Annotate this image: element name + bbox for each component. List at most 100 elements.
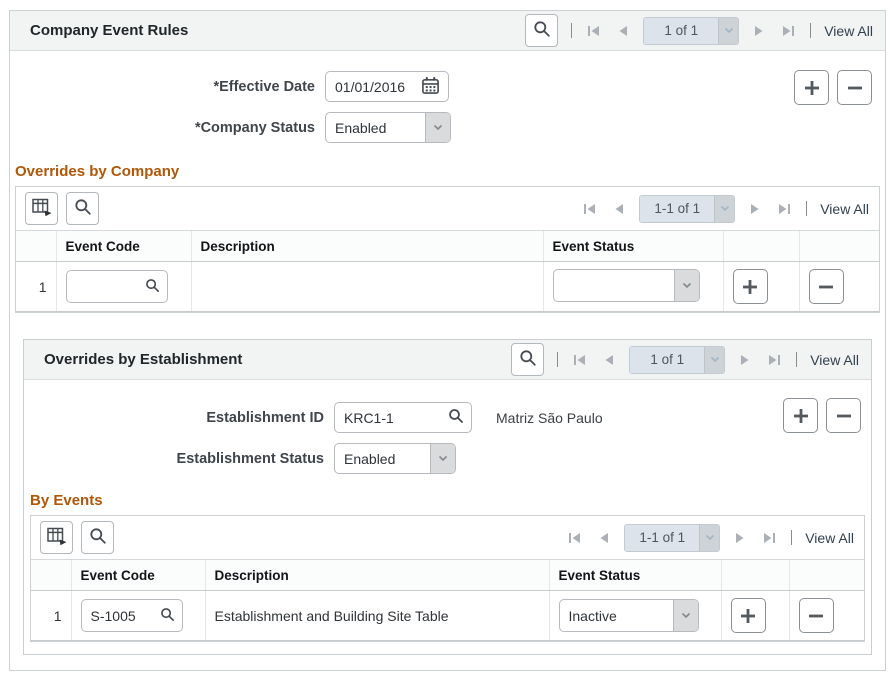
previous-page-button[interactable] xyxy=(597,530,611,546)
establishment-id-row: Establishment ID KRC1-1 Matriz São Paulo xyxy=(24,402,871,433)
establishment-id-input[interactable]: KRC1-1 xyxy=(334,402,472,433)
add-row-cell xyxy=(722,261,799,312)
add-column-header xyxy=(722,231,799,262)
add-record-button[interactable] xyxy=(794,70,829,105)
view-all-link[interactable]: View All xyxy=(805,529,854,546)
description-column-header: Description xyxy=(204,560,549,591)
previous-page-button[interactable] xyxy=(616,23,630,39)
last-page-button[interactable] xyxy=(760,530,778,546)
company-status-select[interactable]: Enabled xyxy=(325,112,451,143)
table-row: 1 S-1005 Establishment and Building Site… xyxy=(31,590,864,641)
by-events-pager: 1-1 of 1 View All xyxy=(566,523,854,552)
page-container: Company Event Rules 1 of 1 xyxy=(9,10,886,671)
search-button[interactable] xyxy=(511,343,545,376)
add-column-header xyxy=(720,560,789,591)
event-status-select[interactable]: Inactive xyxy=(558,599,699,632)
page-indicator: 1-1 of 1 xyxy=(640,195,715,222)
company-grid-page-selector[interactable]: 1-1 of 1 xyxy=(639,194,736,223)
chevron-down-icon xyxy=(718,17,739,44)
next-page-button[interactable] xyxy=(733,530,747,546)
chevron-down-icon xyxy=(704,346,725,373)
event-code-input[interactable]: S-1005 xyxy=(80,599,183,632)
first-page-button[interactable] xyxy=(585,23,603,39)
search-button[interactable] xyxy=(525,14,559,47)
first-page-button[interactable] xyxy=(581,201,599,217)
effective-date-row: *Effective Date 01/01/2016 xyxy=(10,71,885,102)
last-page-button[interactable] xyxy=(779,23,797,39)
company-fields-area: *Effective Date 01/01/2016 *Company Stat… xyxy=(10,51,885,143)
chevron-down-icon xyxy=(430,444,455,473)
grid-search-button[interactable] xyxy=(81,521,114,554)
delete-row-button[interactable] xyxy=(808,269,844,304)
establishment-status-row: Establishment Status Enabled xyxy=(24,443,871,474)
add-establishment-button[interactable] xyxy=(783,398,818,433)
top-record-pager: 1 of 1 View All xyxy=(525,14,873,47)
grid-action-menu-button[interactable] xyxy=(25,192,58,225)
pager-separator xyxy=(806,201,808,216)
lookup-icon[interactable] xyxy=(448,408,464,427)
establishment-section-title: Overrides by Establishment xyxy=(44,351,243,368)
delete-record-button[interactable] xyxy=(837,70,872,105)
delete-row-cell xyxy=(798,261,879,312)
event-code-column-header: Event Code xyxy=(55,231,191,262)
top-page-selector[interactable]: 1 of 1 xyxy=(643,16,740,45)
establishment-add-delete-group xyxy=(783,398,861,433)
event-status-cell: Inactive xyxy=(548,590,721,641)
grid-action-icon xyxy=(46,527,67,549)
establishment-id-label: Establishment ID xyxy=(206,409,324,426)
row-number-header xyxy=(16,231,56,262)
add-row-cell xyxy=(720,590,789,641)
event-status-column-header: Event Status xyxy=(548,560,721,591)
establishment-status-label: Establishment Status xyxy=(176,450,324,467)
previous-page-button[interactable] xyxy=(612,201,626,217)
establishment-status-value: Enabled xyxy=(344,450,396,467)
effective-date-input[interactable]: 01/01/2016 xyxy=(325,71,449,102)
event-status-select[interactable] xyxy=(552,269,700,302)
grid-toolbar-buttons xyxy=(25,192,99,225)
establishment-pager: 1 of 1 View All xyxy=(511,343,859,376)
company-status-row: *Company Status Enabled xyxy=(10,112,885,143)
establishment-id-value: KRC1-1 xyxy=(344,409,394,426)
add-row-button[interactable] xyxy=(730,598,766,633)
by-events-page-selector[interactable]: 1-1 of 1 xyxy=(624,523,721,552)
company-status-label: *Company Status xyxy=(194,119,315,136)
delete-establishment-button[interactable] xyxy=(826,398,861,433)
establishment-section: Overrides by Establishment 1 of 1 xyxy=(23,339,872,655)
grid-action-menu-button[interactable] xyxy=(40,521,73,554)
company-grid-pager: 1-1 of 1 View All xyxy=(581,194,869,223)
establishment-page-selector[interactable]: 1 of 1 xyxy=(629,345,726,374)
calendar-icon[interactable] xyxy=(421,76,440,98)
effective-date-label: *Effective Date xyxy=(213,78,315,95)
first-page-button[interactable] xyxy=(571,352,589,368)
delete-row-button[interactable] xyxy=(798,598,834,633)
first-page-button[interactable] xyxy=(566,530,584,546)
last-page-button[interactable] xyxy=(775,201,793,217)
by-events-toolbar: 1-1 of 1 View All xyxy=(31,516,864,560)
last-page-button[interactable] xyxy=(765,352,783,368)
view-all-link[interactable]: View All xyxy=(820,200,869,217)
event-code-cell: S-1005 xyxy=(70,590,205,641)
effective-date-value: 01/01/2016 xyxy=(335,78,406,95)
next-page-button[interactable] xyxy=(738,352,752,368)
row-number-header xyxy=(31,560,71,591)
lookup-icon[interactable] xyxy=(160,607,175,625)
add-row-button[interactable] xyxy=(732,269,768,304)
description-column-header: Description xyxy=(190,231,543,262)
row-number: 1 xyxy=(16,261,56,312)
page-indicator: 1 of 1 xyxy=(630,346,705,373)
view-all-link[interactable]: View All xyxy=(824,22,873,39)
page-header-bar: Company Event Rules 1 of 1 xyxy=(10,11,885,51)
table-row: 1 xyxy=(16,261,879,312)
view-all-link[interactable]: View All xyxy=(810,351,859,368)
lookup-icon[interactable] xyxy=(145,278,160,296)
next-page-button[interactable] xyxy=(748,201,762,217)
establishment-status-select[interactable]: Enabled xyxy=(334,443,456,474)
company-overrides-grid: 1-1 of 1 View All E xyxy=(15,186,880,313)
chevron-down-icon xyxy=(699,524,720,551)
next-page-button[interactable] xyxy=(752,23,766,39)
table-header-row: Event Code Description Event Status xyxy=(31,560,864,591)
chevron-down-icon xyxy=(672,600,698,631)
event-code-input[interactable] xyxy=(65,270,168,303)
grid-search-button[interactable] xyxy=(66,192,99,225)
previous-page-button[interactable] xyxy=(602,352,616,368)
